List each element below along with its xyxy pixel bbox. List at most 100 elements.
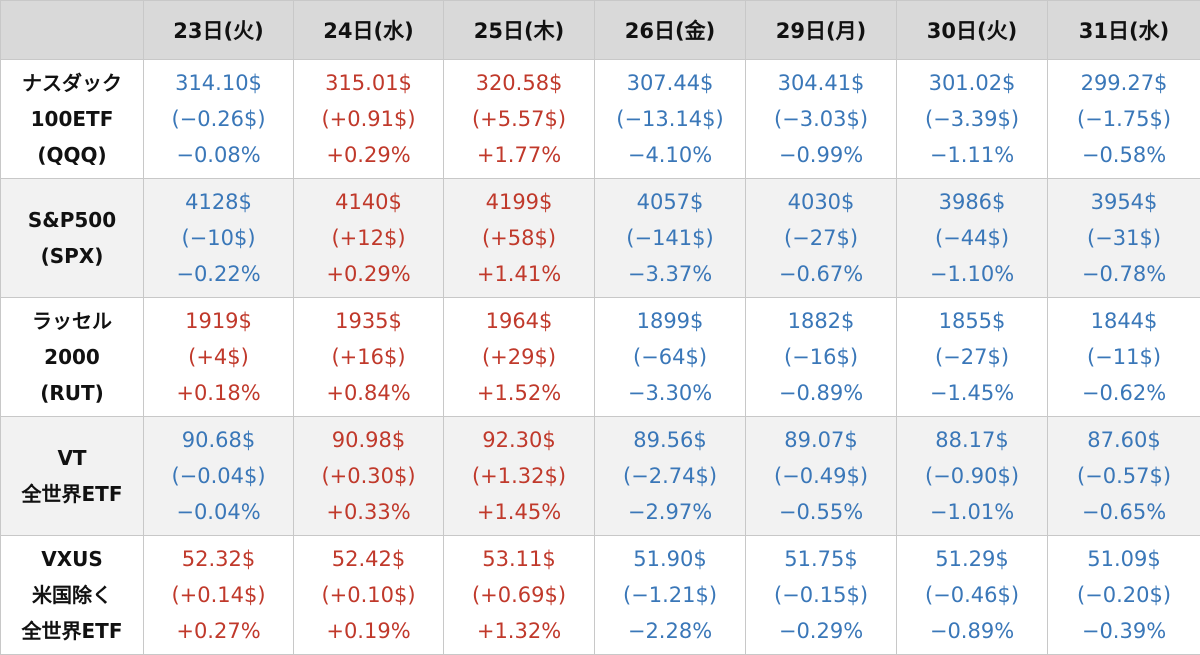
price-cell-change: (−2.74$): [622, 464, 718, 488]
price-cell-change: (+0.30$): [321, 464, 416, 488]
price-cell-pct: −3.30%: [627, 381, 713, 405]
price-cell-price: 1855$: [938, 309, 1006, 333]
price-cell-price: 90.68$: [181, 428, 256, 452]
date-header: 29日(月): [745, 0, 897, 60]
price-cell: 314.10$ (−0.26$) −0.08%: [143, 59, 294, 179]
price-cell-change: (+5.57$): [471, 107, 567, 131]
price-cell-change: (+4$): [188, 345, 249, 369]
row-label-line: 100ETF: [30, 107, 114, 131]
price-cell: 1919$ (+4$) +0.18%: [143, 297, 294, 417]
price-cell-price: 1935$: [335, 309, 402, 333]
price-cell-pct: −0.89%: [778, 381, 864, 405]
price-cell: 320.58$ (+5.57$) +1.77%: [443, 59, 595, 179]
price-cell-price: 314.10$: [175, 71, 262, 95]
price-cell-change: (−0.57$): [1076, 464, 1172, 488]
price-cell-pct: −0.78%: [1081, 262, 1167, 286]
price-cell: 88.17$ (−0.90$) −1.01%: [896, 416, 1048, 536]
price-cell-pct: +0.33%: [326, 500, 411, 524]
price-cell-pct: +1.52%: [476, 381, 562, 405]
price-cell: 3954$ (−31$) −0.78%: [1047, 178, 1200, 298]
price-cell-change: (+1.32$): [471, 464, 567, 488]
price-cell-change: (+16$): [331, 345, 406, 369]
row-label: VT 全世界ETF: [0, 416, 144, 536]
price-cell-pct: −2.97%: [627, 500, 713, 524]
price-cell: 52.42$ (+0.10$) +0.19%: [293, 535, 444, 655]
price-cell-price: 4140$: [335, 190, 402, 214]
table-row: S&P500 (SPX) 4128$ (−10$) −0.22% 4140$ (+12$) +…: [0, 178, 1200, 298]
table-row: VT 全世界ETF 90.68$ (−0.04$) −0.04% 90.98$ (+0.30…: [0, 416, 1200, 536]
row-label: ナスダック 100ETF (QQQ): [0, 59, 144, 179]
price-cell-change: (−0.46$): [924, 583, 1020, 607]
price-cell-change: (−0.26$): [171, 107, 266, 131]
date-header: 23日(火): [143, 0, 294, 60]
price-cell-change: (−0.20$): [1076, 583, 1172, 607]
price-cell: 52.32$ (+0.14$) +0.27%: [143, 535, 294, 655]
row-label-line: 全世界ETF: [21, 619, 123, 643]
date-header: 25日(木): [443, 0, 595, 60]
price-cell-change: (+29$): [481, 345, 557, 369]
price-cell-pct: +0.19%: [326, 619, 411, 643]
price-cell-change: (+0.69$): [471, 583, 567, 607]
price-cell-price: 92.30$: [482, 428, 556, 452]
price-cell-change: (−1.75$): [1076, 107, 1172, 131]
price-cell-pct: −0.29%: [778, 619, 864, 643]
price-cell-price: 87.60$: [1087, 428, 1161, 452]
price-cell-price: 52.32$: [181, 547, 256, 571]
table-row: ナスダック 100ETF (QQQ) 314.10$ (−0.26$) −0.08% 315…: [0, 59, 1200, 179]
price-cell-pct: +0.18%: [176, 381, 261, 405]
price-cell: 90.98$ (+0.30$) +0.33%: [293, 416, 444, 536]
price-cell: 3986$ (−44$) −1.10%: [896, 178, 1048, 298]
row-label-line: 米国除く: [32, 583, 112, 607]
price-cell-change: (−1.21$): [622, 583, 718, 607]
price-cell: 89.07$ (−0.49$) −0.55%: [745, 416, 897, 536]
row-label: VXUS 米国除く 全世界ETF: [0, 535, 144, 655]
price-cell-pct: −4.10%: [627, 143, 713, 167]
row-label-line: (RUT): [40, 381, 104, 405]
price-cell-pct: −1.01%: [929, 500, 1015, 524]
price-cell-price: 299.27$: [1080, 71, 1168, 95]
price-cell-change: (−27$): [783, 226, 859, 250]
price-cell-change: (−10$): [181, 226, 256, 250]
price-cell-pct: −0.65%: [1081, 500, 1167, 524]
price-cell: 307.44$ (−13.14$) −4.10%: [594, 59, 746, 179]
price-cell-change: (−31$): [1086, 226, 1162, 250]
price-cell-price: 52.42$: [331, 547, 406, 571]
price-cell-pct: −2.28%: [627, 619, 713, 643]
price-cell-change: (−3.39$): [924, 107, 1020, 131]
price-cell-change: (−16$): [783, 345, 859, 369]
table-row: VXUS 米国除く 全世界ETF 52.32$ (+0.14$) +0.27% 52.42$…: [0, 535, 1200, 655]
date-header: 30日(火): [896, 0, 1048, 60]
price-cell-price: 1882$: [787, 309, 855, 333]
price-cell-price: 90.98$: [331, 428, 406, 452]
price-cell-change: (−3.03$): [773, 107, 869, 131]
price-cell: 87.60$ (−0.57$) −0.65%: [1047, 416, 1200, 536]
price-cell-pct: −0.39%: [1081, 619, 1167, 643]
price-cell: 89.56$ (−2.74$) −2.97%: [594, 416, 746, 536]
price-cell-pct: −0.62%: [1081, 381, 1167, 405]
price-cell-pct: −0.08%: [176, 143, 261, 167]
price-cell: 4199$ (+58$) +1.41%: [443, 178, 595, 298]
price-cell-price: 301.02$: [928, 71, 1016, 95]
price-cell-price: 1919$: [185, 309, 252, 333]
price-cell-pct: +1.45%: [476, 500, 562, 524]
price-cell-price: 1899$: [636, 309, 704, 333]
price-cell: 299.27$ (−1.75$) −0.58%: [1047, 59, 1200, 179]
price-cell-change: (+58$): [481, 226, 557, 250]
price-cell: 51.90$ (−1.21$) −2.28%: [594, 535, 746, 655]
price-cell-change: (−0.49$): [773, 464, 869, 488]
price-cell-change: (−0.15$): [773, 583, 869, 607]
price-cell: 4030$ (−27$) −0.67%: [745, 178, 897, 298]
price-cell-price: 4199$: [485, 190, 553, 214]
table-row: ラッセル 2000 (RUT) 1919$ (+4$) +0.18% 1935$ (+16$)…: [0, 297, 1200, 417]
price-cell-pct: +0.29%: [326, 262, 411, 286]
row-label-line: (QQQ): [37, 143, 107, 167]
price-cell-change: (+0.14$): [171, 583, 266, 607]
price-cell-pct: +1.41%: [476, 262, 562, 286]
price-cell: 51.75$ (−0.15$) −0.29%: [745, 535, 897, 655]
price-cell: 1855$ (−27$) −1.45%: [896, 297, 1048, 417]
price-cell-change: (−13.14$): [616, 107, 724, 131]
price-cell-change: (−0.04$): [171, 464, 266, 488]
price-cell-price: 4128$: [185, 190, 252, 214]
price-cell: 92.30$ (+1.32$) +1.45%: [443, 416, 595, 536]
